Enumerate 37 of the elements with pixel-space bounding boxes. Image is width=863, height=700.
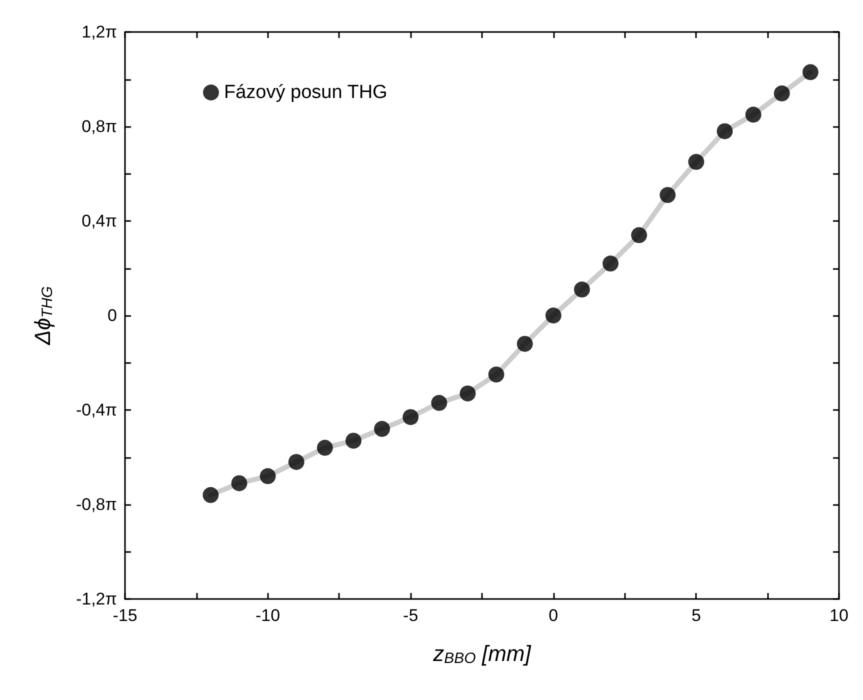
y-axis-title: ΔϕTHG [30,286,56,346]
y-tick-label: -0,4π [76,400,117,420]
x-tick-label: -5 [403,606,418,625]
x-tick-label: -10 [256,606,280,625]
point [660,187,676,204]
legend-label: Fázový posun THG [224,82,388,103]
point [460,385,476,402]
point [288,454,304,470]
point [516,336,533,352]
x-tick-label: 10 [830,606,848,625]
point [602,256,619,272]
point [716,123,733,140]
point [345,432,362,449]
point [402,409,419,426]
point [802,64,818,80]
point [231,475,248,492]
point [774,85,790,102]
point [488,366,504,383]
y-tick-label: 0,8π [82,117,117,136]
y-tick-label: -1,2π [76,590,117,608]
point [688,154,704,170]
y-tick-label: -0,8π [76,495,117,514]
point [316,440,333,456]
point [202,487,219,504]
x-tick-label: 0 [548,606,558,625]
point [574,282,590,298]
point [374,420,390,437]
x-tick-label: 5 [691,606,701,625]
y-tick-label: 0 [108,306,117,325]
point [745,106,762,123]
y-tick-label: 1,2π [82,22,117,42]
point [260,468,276,484]
point [631,227,648,244]
x-tick-label: -15 [112,606,138,625]
y-tick-label: 0,4π [82,212,117,230]
point [545,308,562,324]
point [431,394,448,411]
